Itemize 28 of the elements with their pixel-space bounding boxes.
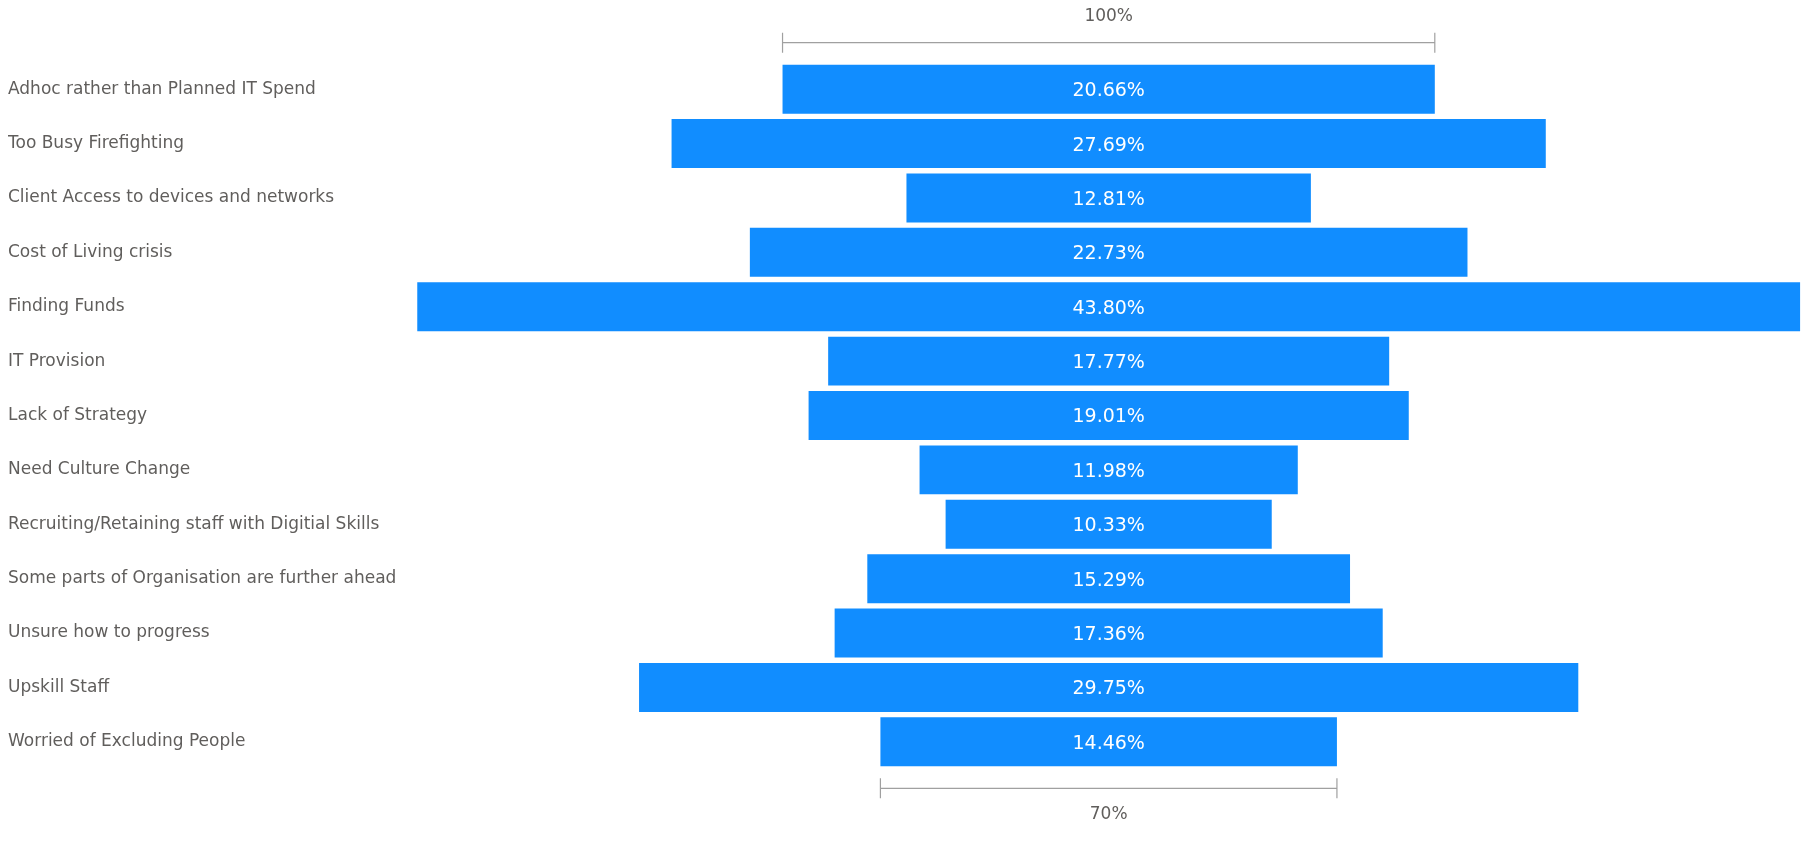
data-label: 14.46% — [1072, 730, 1145, 753]
category-label: Too Busy Firefighting — [7, 132, 185, 152]
data-label: 19.01% — [1072, 404, 1145, 427]
data-label: 29.75% — [1072, 676, 1145, 699]
category-label: Client Access to devices and networks — [8, 186, 335, 207]
data-label: 20.66% — [1072, 78, 1145, 101]
category-label: Finding Funds — [8, 295, 125, 316]
category-label: IT Provision — [8, 349, 106, 370]
data-label: 17.77% — [1072, 350, 1145, 373]
category-label: Recruiting/Retaining staff with Digitial Skills — [8, 512, 380, 533]
category-label: Adhoc rather than Planned IT Spend — [8, 77, 316, 98]
data-label: 15.29% — [1072, 567, 1145, 590]
category-label: Some parts of Organisation are further ahead — [8, 567, 397, 588]
text: 100% — [1084, 5, 1133, 26]
category-label: Worried of Excluding People — [8, 730, 246, 751]
data-label: 17.36% — [1072, 621, 1145, 644]
data-label: 43.80% — [1072, 295, 1145, 318]
data-label: 11.98% — [1072, 458, 1145, 481]
category-label: Unsure how to progress — [8, 621, 210, 642]
data-label: 12.81% — [1072, 186, 1145, 209]
data-label: 22.73% — [1072, 241, 1145, 264]
category-label: Need Culture Change — [8, 458, 191, 479]
category-label: Upskill Staff — [8, 675, 111, 696]
data-label: 10.33% — [1072, 513, 1145, 536]
text: 70% — [1089, 802, 1128, 823]
category-label: Lack of Strategy — [8, 403, 148, 424]
data-label: 27.69% — [1072, 132, 1145, 155]
category-label: Cost of Living crisis — [8, 240, 173, 261]
